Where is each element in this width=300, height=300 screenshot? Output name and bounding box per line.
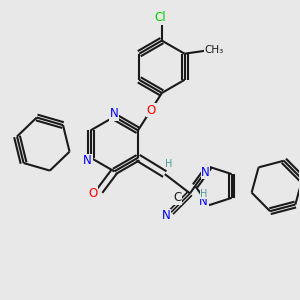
Text: N: N [201,166,210,178]
Text: Cl: Cl [154,11,166,24]
Text: CH₃: CH₃ [204,44,223,55]
Text: N: N [161,209,170,222]
Text: H: H [165,159,172,169]
Text: N: N [83,154,92,167]
Text: N: N [110,107,119,120]
Text: N: N [199,195,208,208]
Text: C: C [173,191,182,204]
Text: O: O [88,187,98,200]
Text: H: H [200,189,207,199]
Text: O: O [147,104,156,117]
